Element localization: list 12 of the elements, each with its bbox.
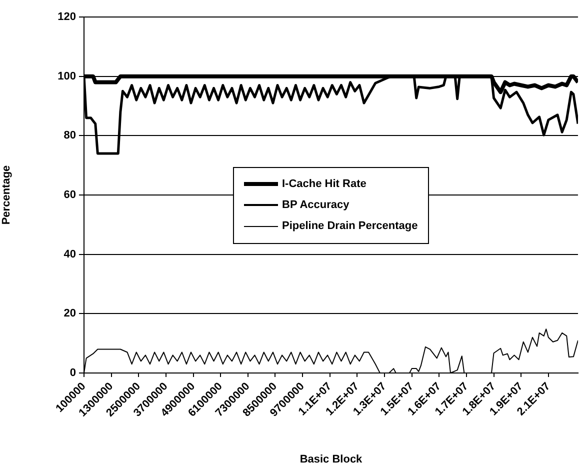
y-tick-label: 20 xyxy=(64,308,76,320)
y-axis-title: Percentage xyxy=(0,165,13,225)
y-tick-label: 60 xyxy=(64,189,76,202)
legend-label: Pipeline Drain Percentage xyxy=(282,220,418,232)
y-tick-label: 0 xyxy=(70,367,76,380)
y-tick-label: 40 xyxy=(64,248,76,260)
x-axis-title: Basic Block xyxy=(300,453,364,466)
y-tick-label: 120 xyxy=(58,11,76,24)
legend-label: BP Accuracy xyxy=(282,199,350,211)
y-tick-label: 100 xyxy=(58,70,76,82)
legend-label: I-Cache Hit Rate xyxy=(282,178,366,190)
y-tick-label: 80 xyxy=(64,130,76,142)
